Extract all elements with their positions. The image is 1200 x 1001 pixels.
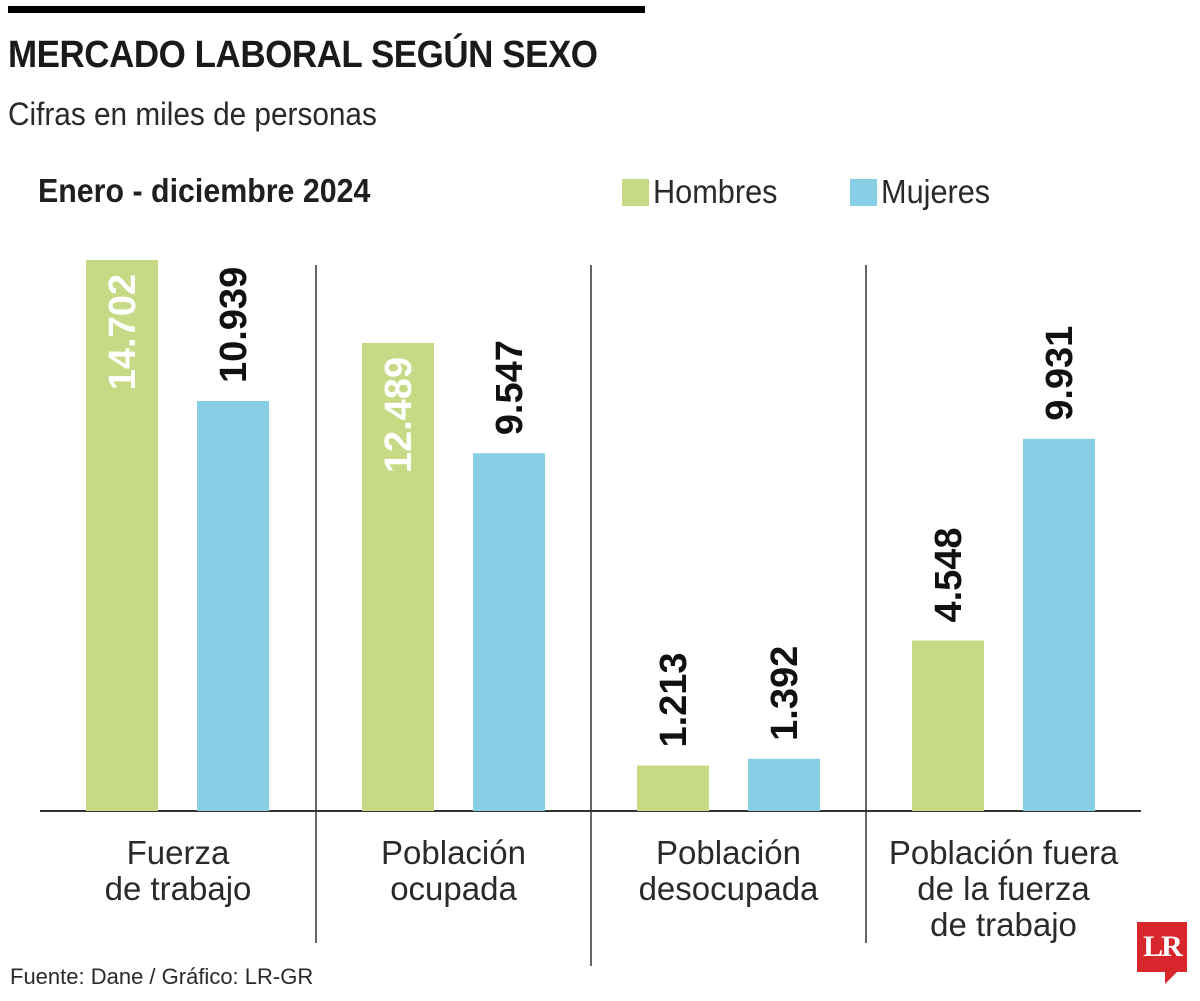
category-label-line: Población — [381, 834, 526, 871]
category-label-line: ocupada — [390, 870, 517, 907]
category-label-line: de trabajo — [930, 906, 1077, 943]
category-label: Población ocupada — [316, 835, 591, 907]
legend-item-hombres: Hombres — [622, 172, 787, 212]
category-label: Fuerza de trabajo — [40, 835, 316, 907]
value-label: 1.213 — [653, 652, 695, 747]
category-label-line: de trabajo — [104, 870, 252, 907]
category-label-line: Población — [656, 834, 801, 871]
value-label: 10.939 — [213, 267, 255, 383]
value-label: 4.548 — [928, 527, 970, 622]
value-label: 9.931 — [1039, 326, 1081, 421]
legend-swatch-mujeres — [850, 178, 877, 206]
lr-logo-tail — [1165, 972, 1177, 984]
chart-subtitle: Cifras en miles de personas — [8, 96, 377, 132]
category-label: Población desocupada — [591, 835, 866, 907]
lr-logo: LR — [1137, 922, 1187, 972]
bar-mujeres — [748, 758, 820, 811]
bar-mujeres — [473, 453, 545, 811]
category-label-line: de la fuerza — [917, 870, 1090, 907]
top-rule — [8, 6, 645, 13]
bar-hombres — [912, 640, 984, 811]
category-label-line: desocupada — [638, 870, 819, 907]
bar-hombres — [86, 260, 158, 811]
bar-hombres — [362, 342, 434, 811]
value-label: 12.489 — [378, 357, 420, 473]
value-label: 9.547 — [489, 340, 531, 435]
category-label: Población fuera de la fuerza de trabajo — [866, 835, 1141, 943]
legend-item-mujeres: Mujeres — [850, 172, 998, 212]
bar-hombres — [637, 765, 709, 811]
legend-label-hombres: Hombres — [653, 173, 778, 210]
chart-title: MERCADO LABORAL SEGÚN SEXO — [8, 34, 598, 76]
category-label-line: Fuerza — [126, 834, 230, 871]
category-label-line: Población fuera — [888, 834, 1119, 871]
legend-swatch-hombres — [622, 178, 649, 206]
value-label: 14.702 — [102, 274, 144, 390]
period-label: Enero - diciembre 2024 — [38, 172, 371, 209]
bar-mujeres — [1023, 438, 1095, 811]
source-note: Fuente: Dane / Gráfico: LR-GR — [10, 964, 314, 989]
legend-label-mujeres: Mujeres — [881, 173, 991, 210]
bar-mujeres — [197, 401, 269, 811]
value-label: 1.392 — [764, 646, 806, 741]
